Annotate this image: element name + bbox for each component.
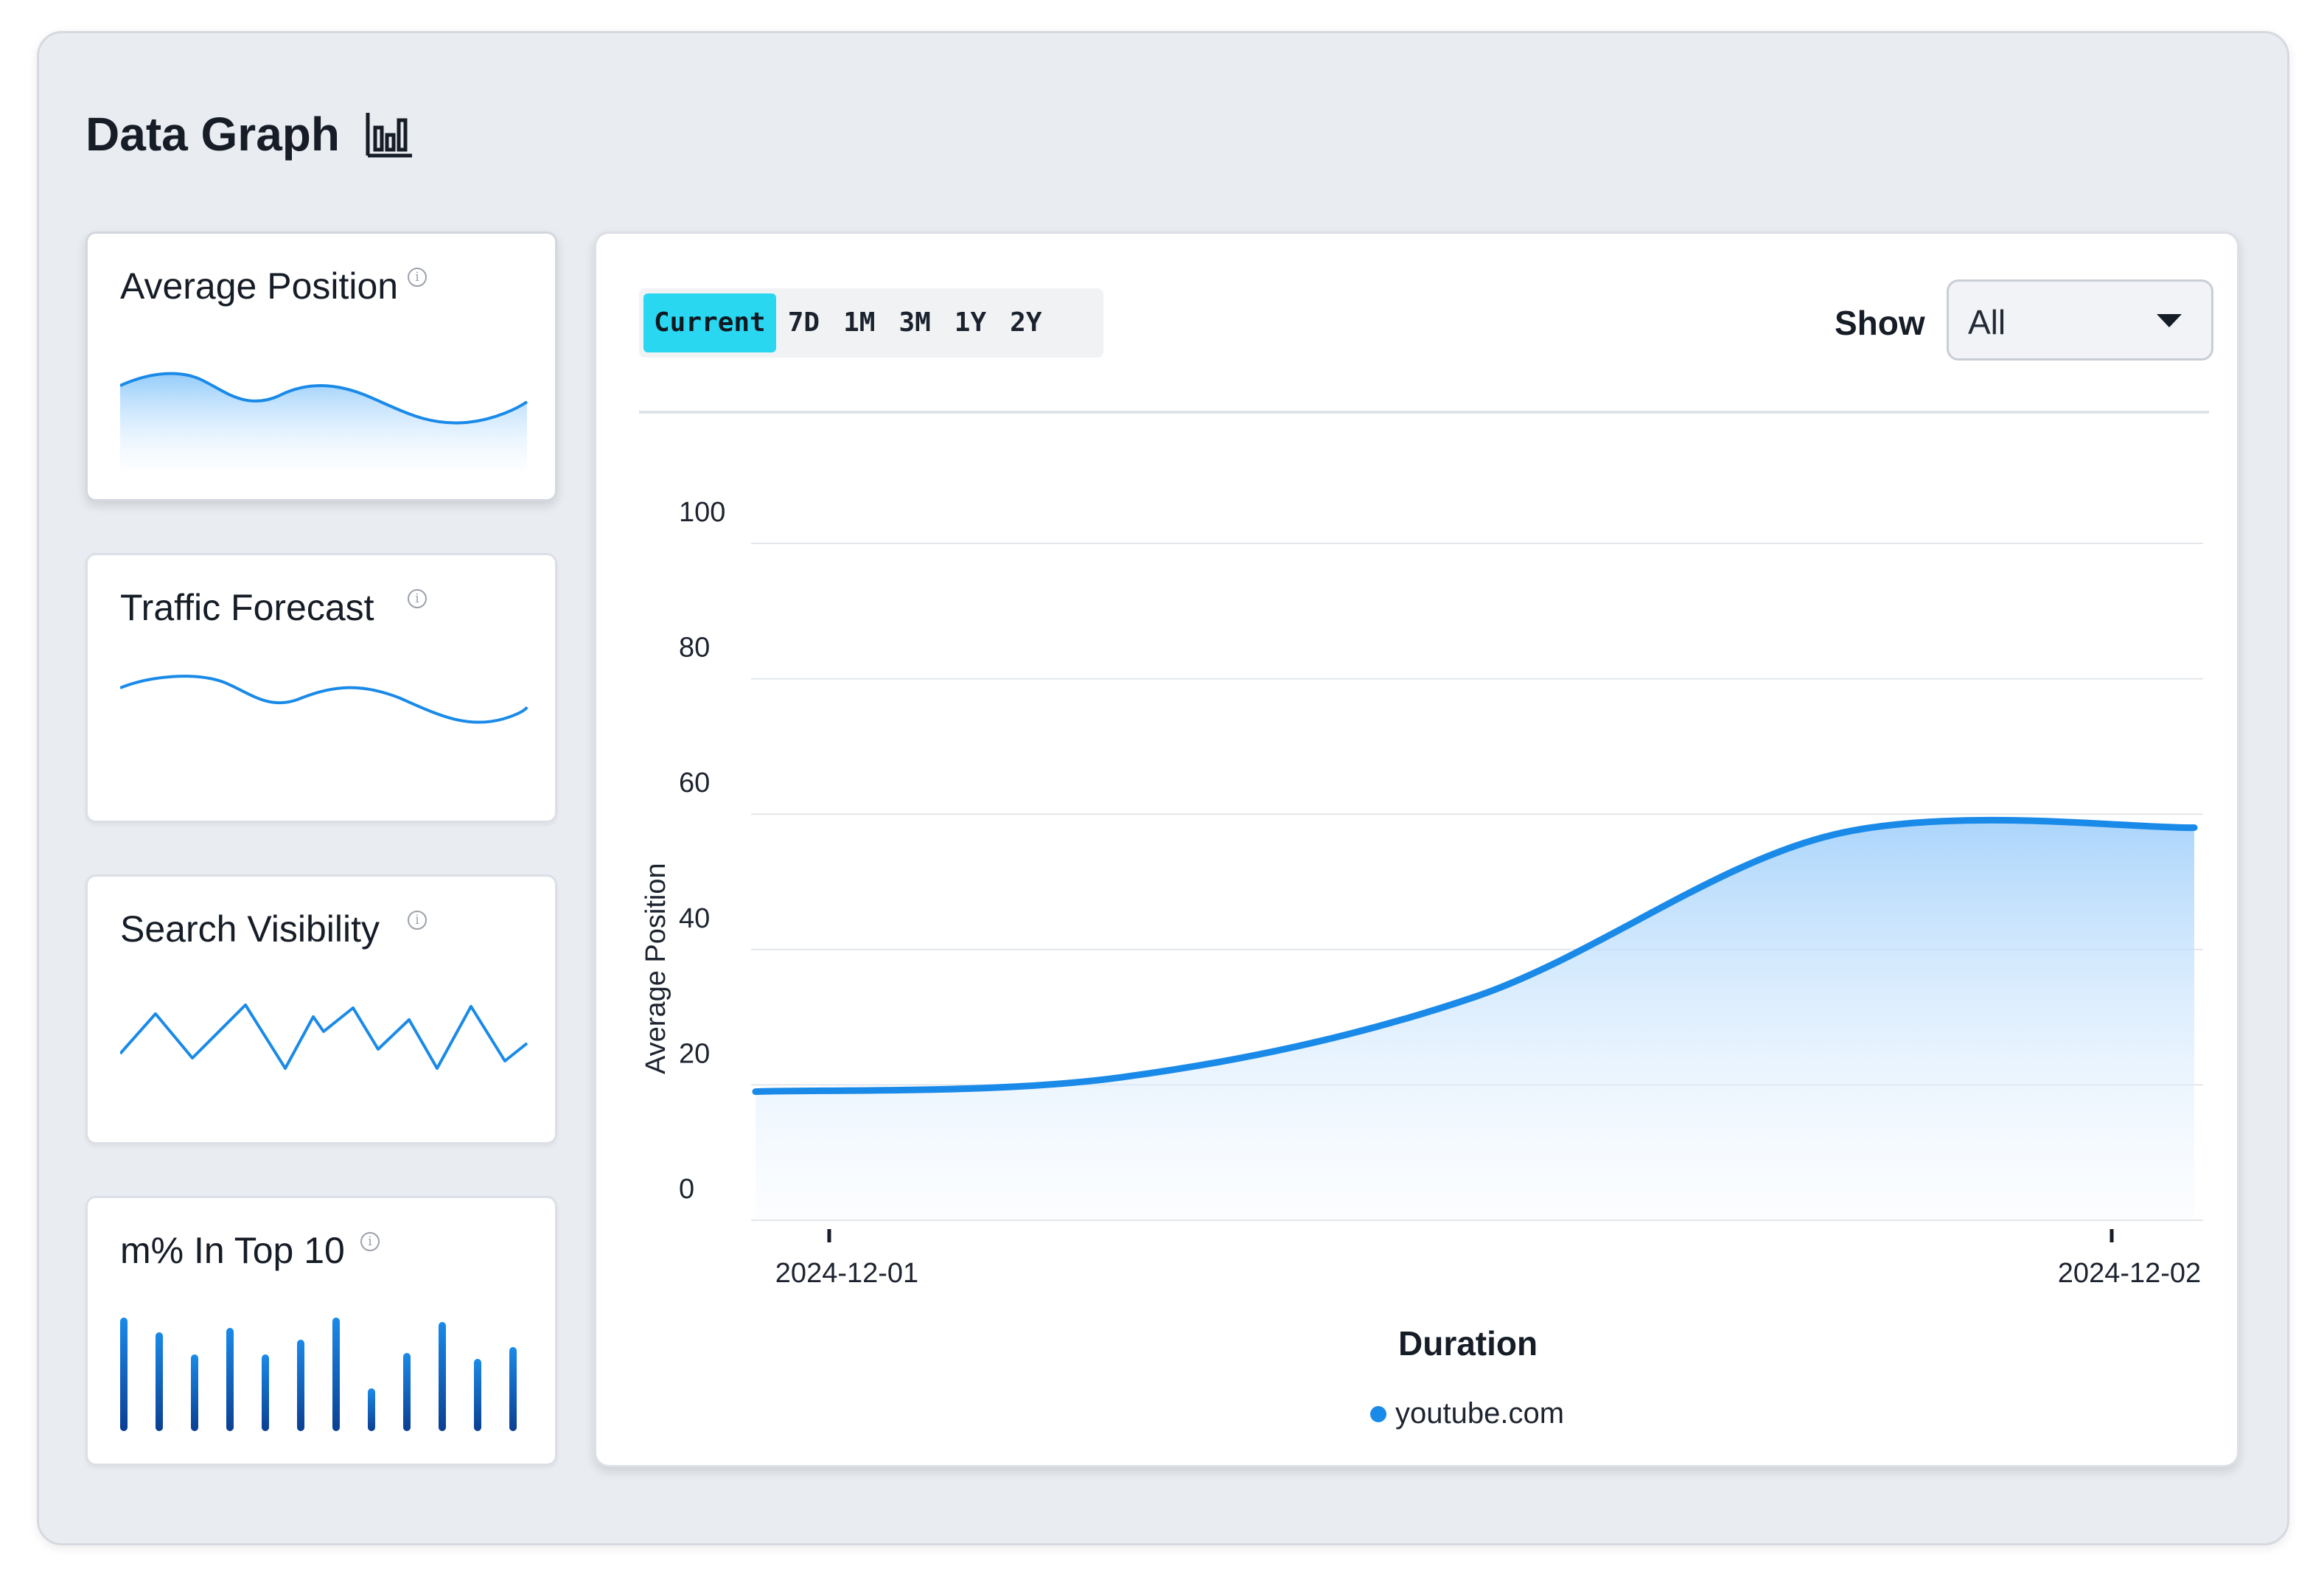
header-divider xyxy=(639,411,2209,414)
chart-card: Current 7D 1M 3M 1Y 2Y Show All 0 20 40 60 8… xyxy=(594,232,2239,1467)
show-select-value: All xyxy=(1968,303,2006,341)
legend-label: youtube.com xyxy=(1395,1397,1565,1430)
tab-1y[interactable]: 1Y xyxy=(954,307,987,338)
y-tick-label: 40 xyxy=(679,903,710,934)
y-tick-label: 100 xyxy=(679,497,725,528)
metric-card-title: Traffic Forecast xyxy=(120,587,374,628)
bar-chart-icon xyxy=(366,113,412,158)
x-tick-label: 2024-12-01 xyxy=(775,1258,918,1289)
time-range-tabs: Current 7D 1M 3M 1Y 2Y xyxy=(639,288,1103,358)
search-visibility-sparkline xyxy=(120,1003,528,1070)
tab-3m[interactable]: 3M xyxy=(898,307,931,338)
metric-card-average-position[interactable]: Average Position i xyxy=(86,232,557,501)
x-tick-label: 2024-12-02 xyxy=(2058,1258,2201,1289)
show-select[interactable]: All xyxy=(1947,279,2213,361)
metric-card-title: Average Position xyxy=(120,265,399,307)
y-axis-label: Average Position xyxy=(641,863,671,1074)
metric-card-title: m% In Top 10 xyxy=(120,1230,345,1271)
metric-card-title: Search Visibility xyxy=(120,908,380,950)
show-label: Show xyxy=(1835,304,1925,342)
tab-current[interactable]: Current xyxy=(643,293,776,352)
chart-legend[interactable]: youtube.com xyxy=(1370,1397,1564,1430)
info-icon[interactable]: i xyxy=(360,1232,380,1251)
y-tick-label: 0 xyxy=(679,1174,694,1205)
average-position-sparkline xyxy=(120,372,528,470)
top-10-bar-sparkline xyxy=(120,1318,517,1431)
tab-2y[interactable]: 2Y xyxy=(1010,307,1042,338)
info-icon[interactable]: i xyxy=(408,268,427,287)
info-icon[interactable]: i xyxy=(408,589,427,608)
y-tick-label: 20 xyxy=(679,1038,710,1069)
traffic-forecast-sparkline xyxy=(120,675,528,724)
page-title-text: Data Graph xyxy=(86,108,340,161)
tab-7d[interactable]: 7D xyxy=(787,307,820,338)
y-tick-label: 60 xyxy=(679,768,710,799)
tab-1m[interactable]: 1M xyxy=(843,307,876,338)
series-area xyxy=(756,820,2194,1220)
metric-card-search-visibility[interactable]: Search Visibility i xyxy=(86,874,557,1144)
x-axis-label: Duration xyxy=(1398,1324,1538,1363)
page-title: Data Graph xyxy=(86,99,413,170)
y-tick-label: 80 xyxy=(679,633,710,664)
metric-card-traffic-forecast[interactable]: Traffic Forecast i xyxy=(86,553,557,823)
metric-card-top-10[interactable]: m% In Top 10 i xyxy=(86,1196,557,1466)
series-line xyxy=(752,816,2198,1096)
average-position-chart: 0 20 40 60 80 100 2024-12-01 2024-12-02 xyxy=(679,497,2203,1289)
info-icon[interactable]: i xyxy=(408,911,427,930)
legend-dot xyxy=(1370,1405,1386,1422)
chevron-down-icon xyxy=(2157,314,2182,327)
